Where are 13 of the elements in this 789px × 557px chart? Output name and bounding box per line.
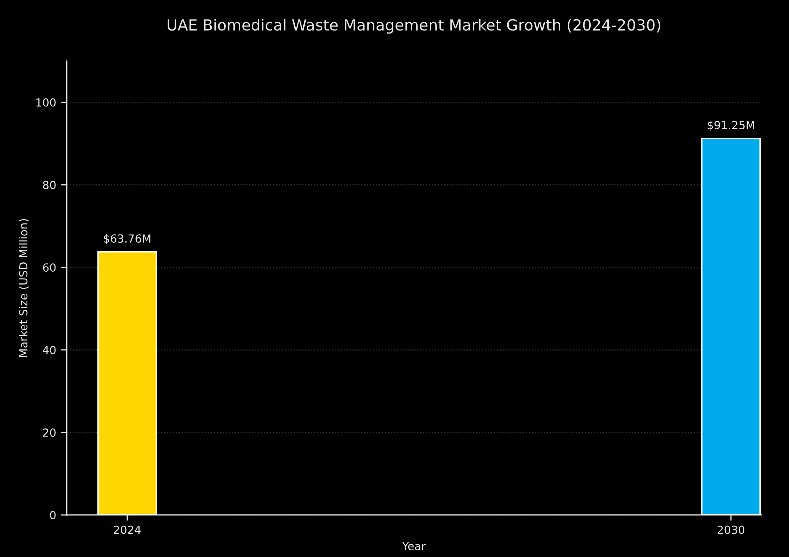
data-label: $91.25M <box>708 120 754 132</box>
x-axis-title: Year <box>402 542 426 551</box>
chart-title: UAE Biomedical Waste Management Market Growth (2024-2030) <box>168 19 661 34</box>
y-tick-label: 100 <box>36 98 56 107</box>
y-tick-label: 0 <box>50 511 56 520</box>
y-tick-label: 60 <box>43 264 56 272</box>
y-tick-label: 40 <box>43 346 56 355</box>
x-tick-label: 2030 <box>718 526 745 534</box>
y-tick-label: 20 <box>43 428 56 438</box>
y-axis-title: Market Size (USD Million) <box>19 219 30 358</box>
y-tick-label: 80 <box>43 181 56 190</box>
x-tick-label: 2024 <box>114 526 141 534</box>
data-label: $63.76M <box>104 234 151 244</box>
